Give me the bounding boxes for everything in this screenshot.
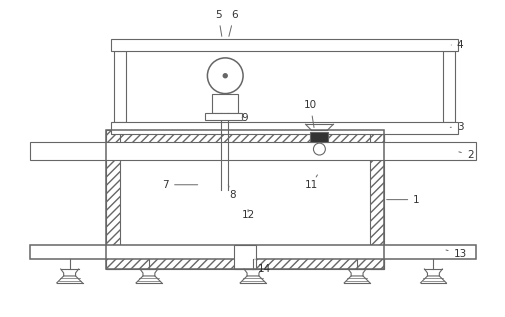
Bar [212, 94, 238, 113]
Bar [114, 51, 126, 122]
Text: 13: 13 [445, 249, 466, 259]
Bar [234, 245, 256, 269]
Bar [106, 255, 383, 269]
Circle shape [313, 143, 325, 155]
Text: 12: 12 [241, 210, 254, 219]
Bar [369, 130, 383, 269]
Text: 2: 2 [458, 150, 473, 160]
Text: 11: 11 [304, 175, 318, 190]
Text: 5: 5 [215, 10, 221, 36]
Text: 7: 7 [162, 180, 197, 190]
Text: 3: 3 [449, 122, 463, 132]
Bar [30, 245, 475, 259]
Text: 8: 8 [228, 185, 235, 200]
Text: 10: 10 [304, 100, 317, 127]
Text: 4: 4 [450, 40, 463, 50]
Text: 9: 9 [241, 113, 248, 123]
Bar [111, 39, 458, 51]
Bar [30, 142, 475, 160]
Bar [310, 132, 328, 142]
Bar [106, 130, 383, 269]
Bar [111, 122, 458, 134]
Bar [106, 130, 120, 269]
Text: 6: 6 [228, 10, 237, 36]
Text: 14: 14 [255, 259, 271, 274]
Bar [106, 130, 383, 144]
Bar [205, 113, 241, 120]
Text: 1: 1 [386, 195, 419, 205]
Circle shape [207, 58, 242, 94]
Circle shape [223, 74, 227, 78]
Bar [442, 51, 454, 122]
